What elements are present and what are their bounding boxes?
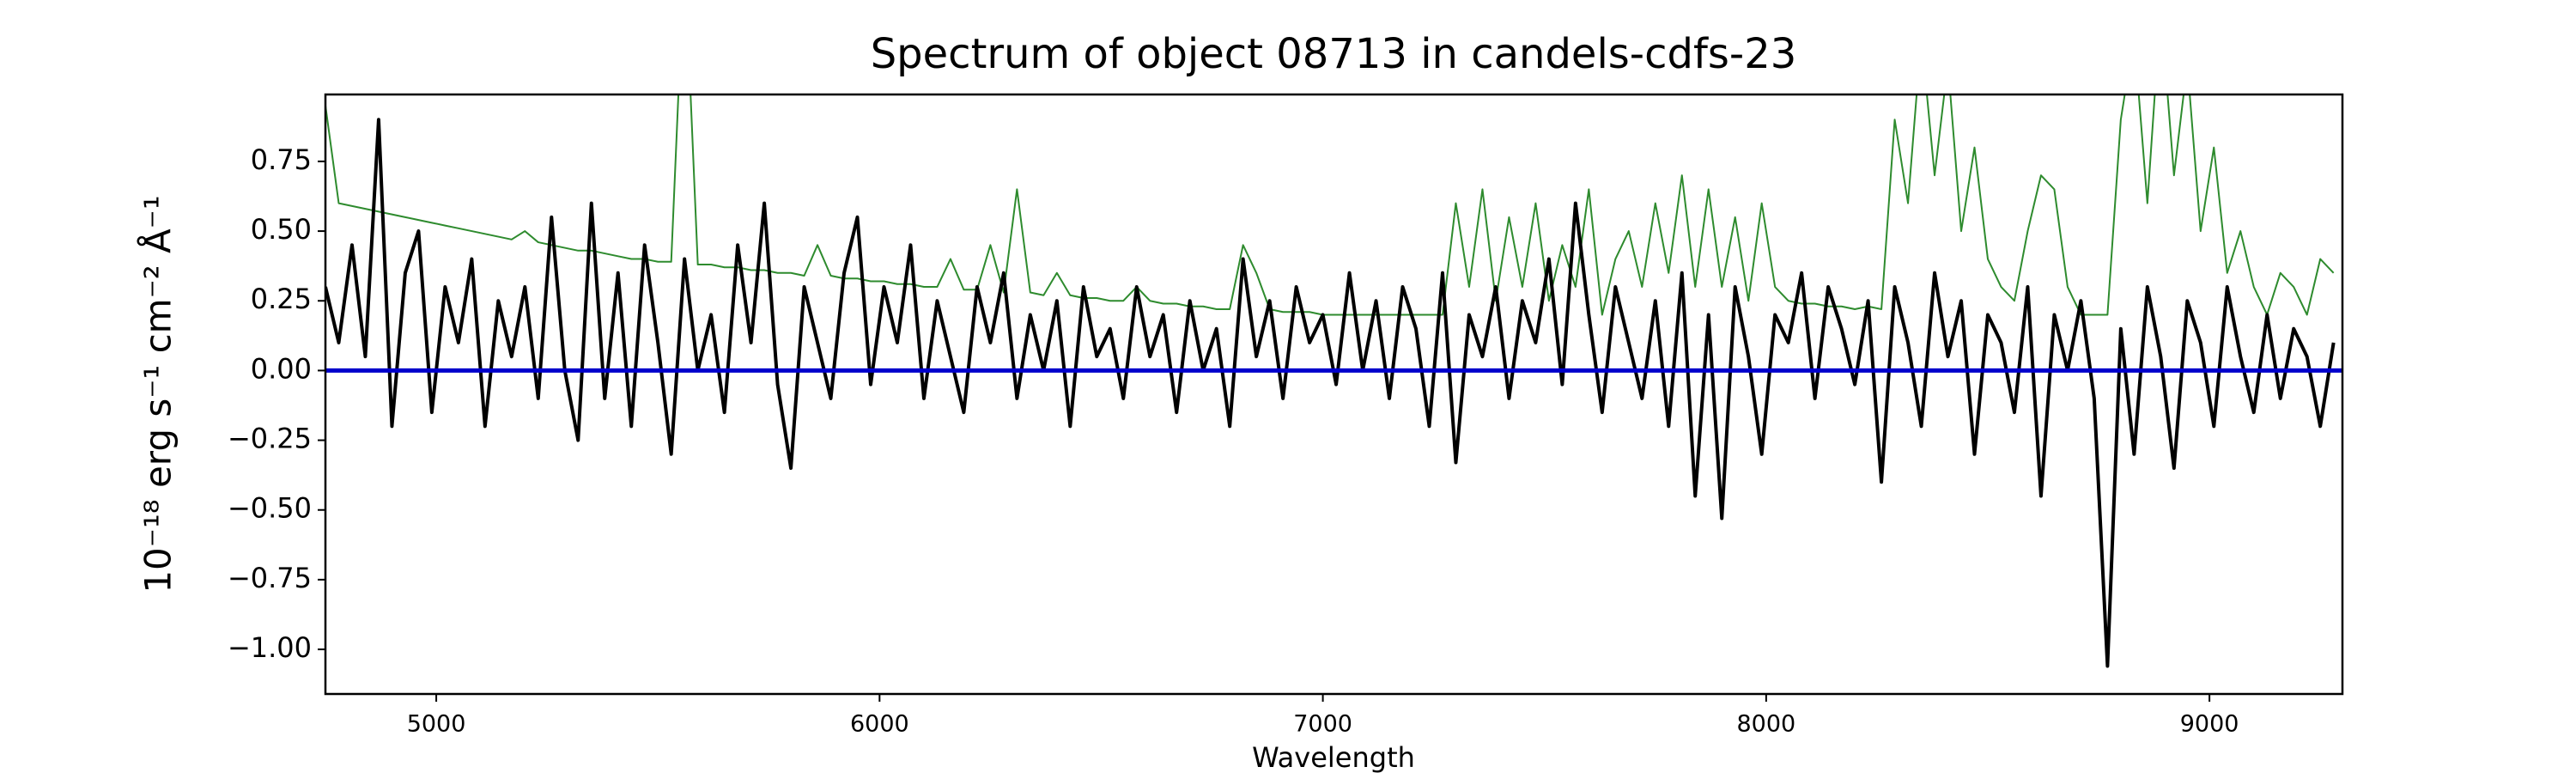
chart-title: Spectrum of object 08713 in candels-cdfs… xyxy=(871,30,1797,78)
spectrum-line xyxy=(325,118,2336,668)
y-tick-label: −1.00 xyxy=(228,631,312,664)
plot-area xyxy=(325,94,2342,668)
y-tick-label: 0.25 xyxy=(251,283,312,315)
x-axis-label: Wavelength xyxy=(1252,741,1415,773)
spectrum-line xyxy=(325,94,2335,316)
y-tick-label: −0.75 xyxy=(228,562,312,594)
x-tick-label: 8000 xyxy=(1736,711,1795,738)
y-axis-label: 10⁻¹⁸ erg s⁻¹ cm⁻² Å⁻¹ xyxy=(137,195,179,593)
y-tick-label: 0.50 xyxy=(251,213,312,246)
x-tick-label: 6000 xyxy=(850,711,909,738)
y-tick-label: −0.25 xyxy=(228,423,312,455)
y-tick-label: −0.50 xyxy=(228,492,312,525)
x-tick-label: 9000 xyxy=(2180,711,2239,738)
axes-frame xyxy=(324,93,2344,696)
x-tick-label: 7000 xyxy=(1293,711,1352,738)
y-tick-label: 0.75 xyxy=(251,143,312,176)
y-tick-label: 0.00 xyxy=(251,352,312,385)
x-tick-label: 5000 xyxy=(407,711,466,738)
